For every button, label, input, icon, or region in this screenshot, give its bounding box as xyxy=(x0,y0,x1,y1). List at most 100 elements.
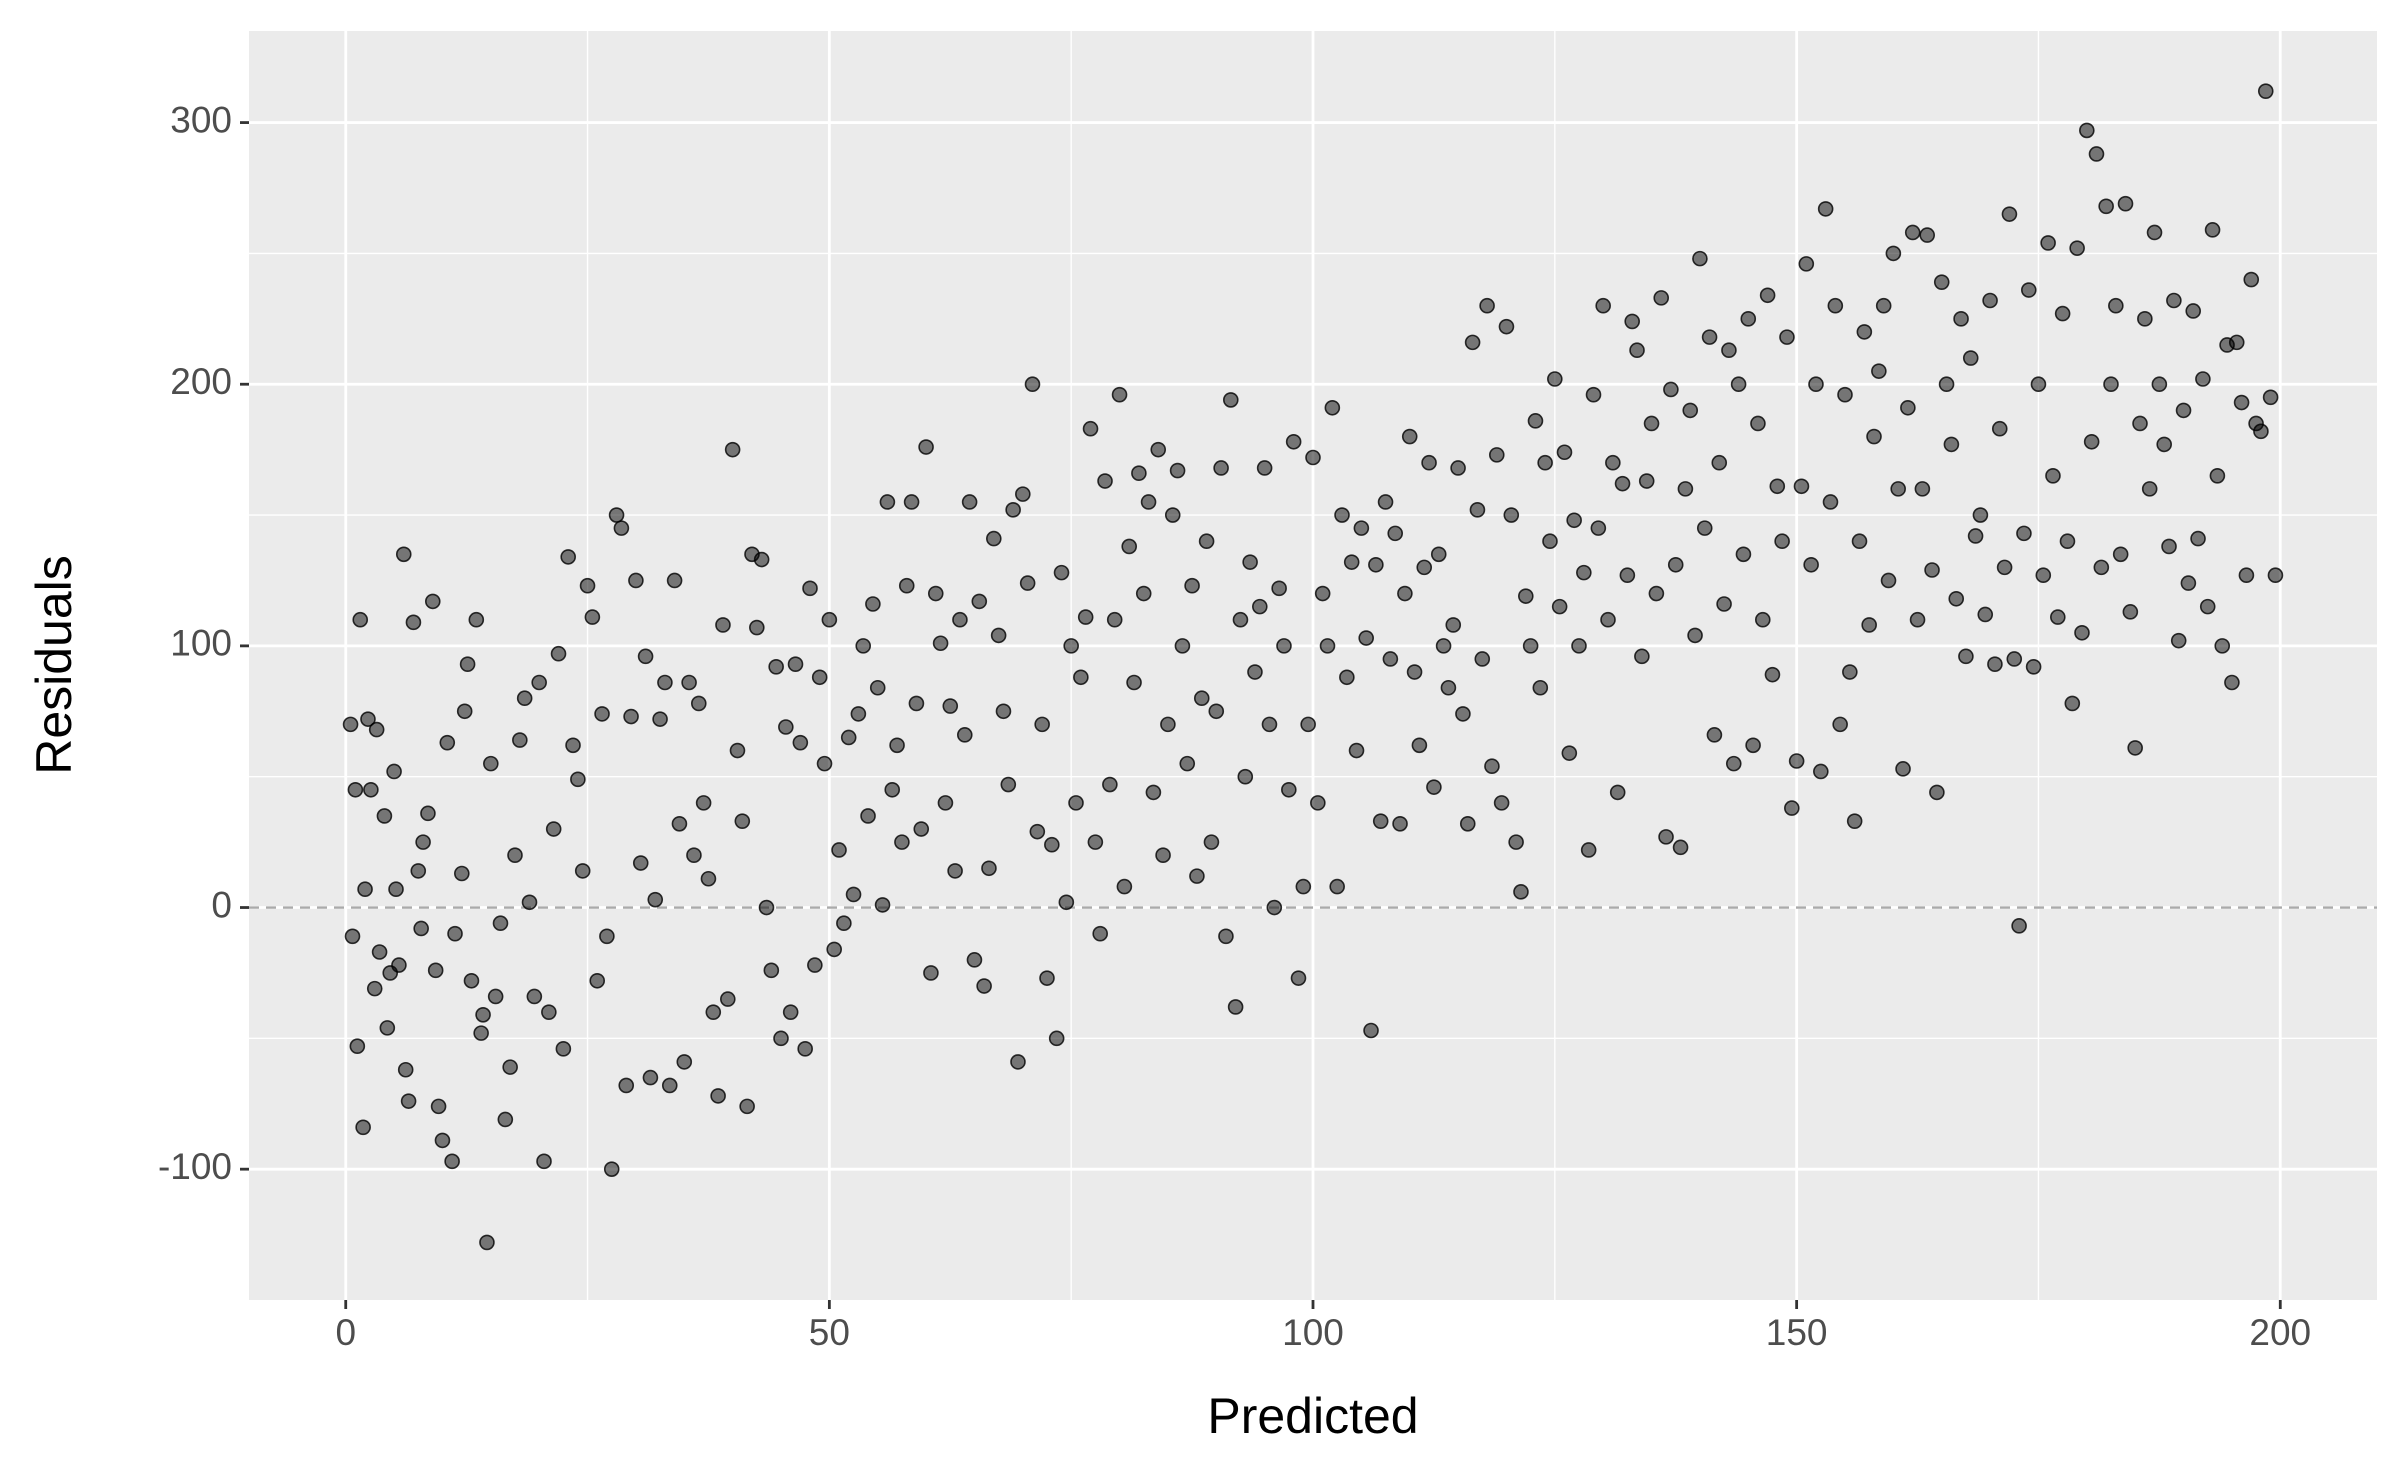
point xyxy=(1300,716,1316,733)
point xyxy=(2228,334,2245,351)
point xyxy=(456,703,473,720)
point xyxy=(1856,324,1873,340)
point xyxy=(836,915,852,932)
point xyxy=(719,991,736,1007)
point xyxy=(492,915,509,932)
point xyxy=(1527,413,1544,429)
x-tick-label: 50 xyxy=(809,1312,850,1353)
point xyxy=(2108,297,2124,314)
point xyxy=(1073,669,1089,686)
point xyxy=(2262,389,2279,406)
point xyxy=(637,648,654,665)
point xyxy=(657,674,673,691)
point xyxy=(739,1098,755,1115)
point xyxy=(816,755,833,772)
point xyxy=(1696,520,1713,536)
point xyxy=(1658,829,1674,845)
point xyxy=(2001,206,2018,222)
y-tick-label: 300 xyxy=(170,99,232,140)
y-tick-label: -100 xyxy=(158,1146,232,1187)
point xyxy=(1948,590,1965,607)
point xyxy=(1754,611,1771,628)
y-tick-label: 100 xyxy=(170,623,232,664)
point xyxy=(1116,878,1133,895)
point xyxy=(1493,795,1510,811)
point xyxy=(956,727,973,743)
point xyxy=(2214,638,2231,654)
point xyxy=(1962,350,1979,366)
point xyxy=(541,1004,557,1020)
point xyxy=(1464,334,1481,351)
point xyxy=(1397,585,1413,602)
point xyxy=(355,1119,371,1136)
point xyxy=(1281,781,1297,798)
point xyxy=(1024,376,1041,393)
point xyxy=(1740,311,1757,327)
point xyxy=(2045,468,2061,484)
point xyxy=(1808,376,1824,393)
point xyxy=(1779,329,1795,345)
point xyxy=(1440,679,1457,696)
point xyxy=(884,781,901,798)
point xyxy=(1048,1030,1065,1047)
point xyxy=(1498,318,1515,335)
point xyxy=(2122,604,2139,620)
point xyxy=(845,886,862,903)
point xyxy=(811,669,828,686)
y-tick-label: 200 xyxy=(170,361,232,402)
point xyxy=(2224,674,2240,691)
point xyxy=(1585,386,1602,403)
point xyxy=(749,619,765,636)
point xyxy=(840,729,857,746)
point xyxy=(942,698,959,714)
point xyxy=(1019,575,1036,591)
point xyxy=(1044,836,1060,853)
x-tick-label: 100 xyxy=(1282,1312,1344,1353)
point xyxy=(763,962,780,979)
point xyxy=(1247,664,1263,680)
point xyxy=(1314,585,1331,602)
point xyxy=(865,596,881,612)
point xyxy=(758,899,775,916)
point xyxy=(787,656,804,672)
point xyxy=(2112,546,2129,563)
point xyxy=(475,1007,491,1023)
point xyxy=(483,755,499,772)
point xyxy=(666,572,683,589)
point xyxy=(1135,585,1152,602)
point xyxy=(898,577,915,594)
point xyxy=(2050,609,2066,625)
point xyxy=(379,1020,396,1036)
point xyxy=(778,719,794,735)
point xyxy=(715,617,731,633)
point xyxy=(700,870,717,887)
point xyxy=(1005,502,1021,518)
point xyxy=(1624,313,1640,330)
point xyxy=(1435,638,1452,654)
point xyxy=(1929,784,1945,801)
point xyxy=(1160,716,1176,733)
point xyxy=(420,805,436,822)
point xyxy=(427,962,444,979)
y-axis-title: Residuals xyxy=(26,555,82,775)
point xyxy=(1310,795,1326,811)
point xyxy=(1058,894,1075,911)
point xyxy=(647,891,664,908)
point xyxy=(1595,297,1611,314)
point xyxy=(1759,287,1776,304)
point xyxy=(874,897,891,913)
point xyxy=(1987,656,2003,672)
point xyxy=(2093,559,2110,576)
point xyxy=(1401,428,1418,445)
point xyxy=(985,530,1002,547)
point xyxy=(2083,433,2100,450)
point xyxy=(1774,533,1790,550)
point xyxy=(1953,311,1969,327)
point xyxy=(2020,282,2037,298)
point xyxy=(753,551,770,568)
point xyxy=(1039,970,1055,986)
point xyxy=(1358,630,1374,646)
x-tick-label: 150 xyxy=(1766,1312,1828,1353)
point xyxy=(1667,556,1684,573)
point xyxy=(1102,776,1118,793)
